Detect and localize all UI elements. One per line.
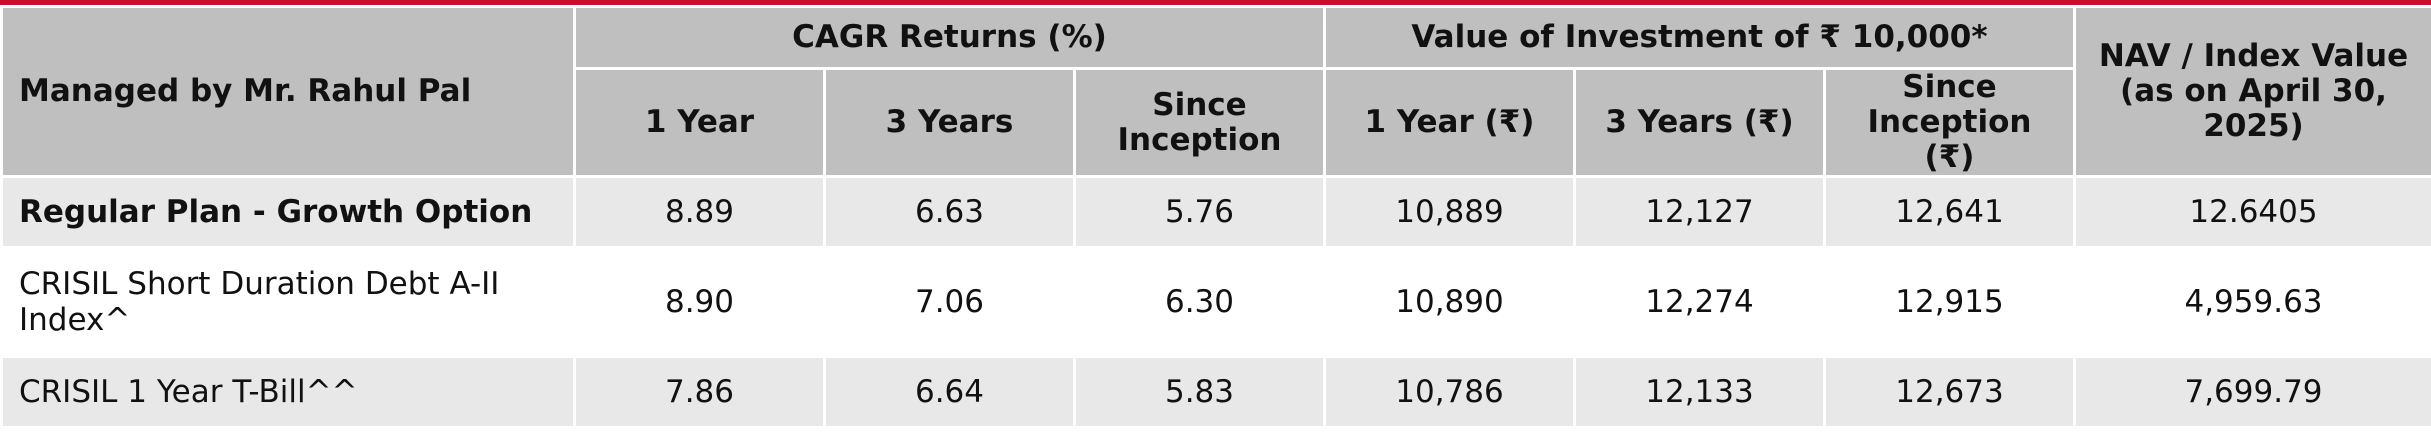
value-of-investment-header: Value of Investment of ₹ 10,000* <box>1323 5 2076 70</box>
cagr-since-inception-cell: 6.30 <box>1073 246 1326 358</box>
cagr-3-years-cell: 7.06 <box>823 246 1076 358</box>
value-1-year-cell: 10,786 <box>1323 355 1576 429</box>
table-row: CRISIL Short Duration Debt A-II Index^ 8… <box>0 246 2431 358</box>
nav-value-cell: 4,959.63 <box>2073 246 2431 358</box>
nav-index-value-header: NAV / Index Value (as on April 30, 2025) <box>2073 5 2431 178</box>
value-1-year-cell: 10,889 <box>1323 175 1576 249</box>
value-since-inception-cell: 12,915 <box>1823 246 2076 358</box>
cagr-3-years-cell: 6.63 <box>823 175 1076 249</box>
value-3-years-header: 3 Years (₹) <box>1573 67 1826 178</box>
cagr-3-years-header: 3 Years <box>823 67 1076 178</box>
table-row: CRISIL 1 Year T-Bill^^ 7.86 6.64 5.83 10… <box>0 355 2431 429</box>
row-label: CRISIL 1 Year T-Bill^^ <box>0 355 576 429</box>
value-since-inception-cell: 12,673 <box>1823 355 2076 429</box>
row-label: CRISIL Short Duration Debt A-II Index^ <box>0 246 576 358</box>
manager-label: Managed by Mr. Rahul Pal <box>0 5 576 178</box>
performance-table: Managed by Mr. Rahul Pal CAGR Returns (%… <box>0 5 2431 429</box>
cagr-1-year-cell: 8.89 <box>573 175 826 249</box>
cagr-3-years-cell: 6.64 <box>823 355 1076 429</box>
cagr-returns-header: CAGR Returns (%) <box>573 5 1326 70</box>
table-row: Regular Plan - Growth Option 8.89 6.63 5… <box>0 175 2431 249</box>
header-row-groups: Managed by Mr. Rahul Pal CAGR Returns (%… <box>0 5 2431 178</box>
value-3-years-cell: 12,274 <box>1573 246 1826 358</box>
value-since-inception-cell: 12,641 <box>1823 175 2076 249</box>
row-label: Regular Plan - Growth Option <box>0 175 576 249</box>
value-3-years-cell: 12,133 <box>1573 355 1826 429</box>
cagr-since-inception-cell: 5.76 <box>1073 175 1326 249</box>
header-row-periods: 1 Year 3 Years Since Inception 1 Year (₹… <box>2 67 2431 178</box>
value-1-year-header: 1 Year (₹) <box>1323 67 1576 178</box>
value-since-inception-header: Since Inception (₹) <box>1823 67 2076 178</box>
cagr-1-year-cell: 7.86 <box>573 355 826 429</box>
value-1-year-cell: 10,890 <box>1323 246 1576 358</box>
nav-value-cell: 12.6405 <box>2073 175 2431 249</box>
nav-value-cell: 7,699.79 <box>2073 355 2431 429</box>
value-3-years-cell: 12,127 <box>1573 175 1826 249</box>
cagr-1-year-header: 1 Year <box>573 67 826 178</box>
cagr-since-inception-header: Since Inception <box>1073 67 1326 178</box>
cagr-1-year-cell: 8.90 <box>573 246 826 358</box>
accent-top-line <box>0 0 2431 5</box>
cagr-since-inception-cell: 5.83 <box>1073 355 1326 429</box>
